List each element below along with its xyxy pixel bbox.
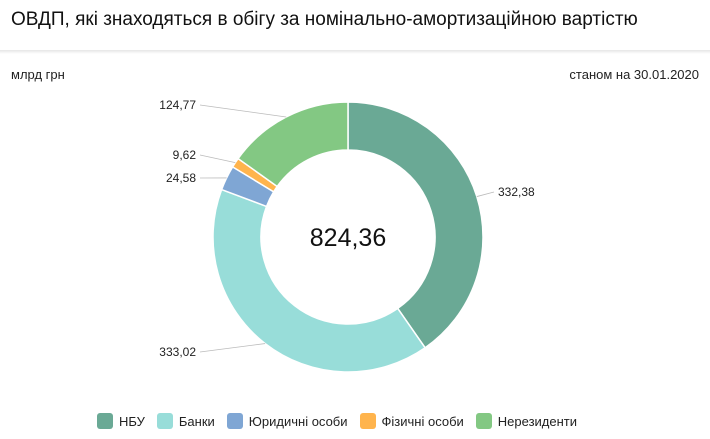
legend-label: НБУ <box>119 413 145 429</box>
data-label-2: 24,58 <box>166 171 196 185</box>
legend-swatch <box>156 413 173 429</box>
slice-0[interactable] <box>347 101 484 349</box>
legend-swatch <box>359 413 376 429</box>
leader-line-4 <box>199 104 287 118</box>
legend-item[interactable]: Банки <box>156 413 215 429</box>
leader-line-0 <box>476 191 495 197</box>
chart-title: ОВДП, які знаходяться в обігу за номінал… <box>11 9 638 30</box>
total-label: 824,36 <box>310 224 386 252</box>
legend-label: Нерезиденти <box>497 413 578 429</box>
donut-chart: 824,36 332,38 333,02 24,58 9,62 124,77 <box>159 98 535 373</box>
date-label: станом на 30.01.2020 <box>569 67 699 82</box>
legend: НБУ Банки Юридичні особи Фізичні особи Нерез… <box>97 413 577 429</box>
data-label-4: 124,77 <box>159 98 196 112</box>
leader-line-1 <box>199 343 266 353</box>
legend-swatch <box>475 413 492 429</box>
legend-item[interactable]: Нерезиденти <box>475 413 578 429</box>
data-label-0: 332,38 <box>498 185 535 199</box>
unit-label: млрд грн <box>11 67 65 82</box>
slice-4[interactable] <box>237 101 349 188</box>
legend-label: Банки <box>178 413 215 429</box>
data-label-3: 9,62 <box>173 148 197 162</box>
legend-swatch <box>97 413 113 429</box>
leader-line-3 <box>199 154 236 164</box>
slice-1[interactable] <box>212 188 427 373</box>
legend-item[interactable]: НБУ <box>97 413 145 429</box>
legend-item[interactable]: Юридичні особи <box>226 413 348 429</box>
divider <box>0 50 710 54</box>
data-label-1: 333,02 <box>159 345 196 359</box>
legend-label: Фізичні особи <box>381 413 464 429</box>
legend-item[interactable]: Фізичні особи <box>359 413 464 429</box>
legend-label: Юридичні особи <box>248 413 348 429</box>
legend-swatch <box>226 413 243 429</box>
